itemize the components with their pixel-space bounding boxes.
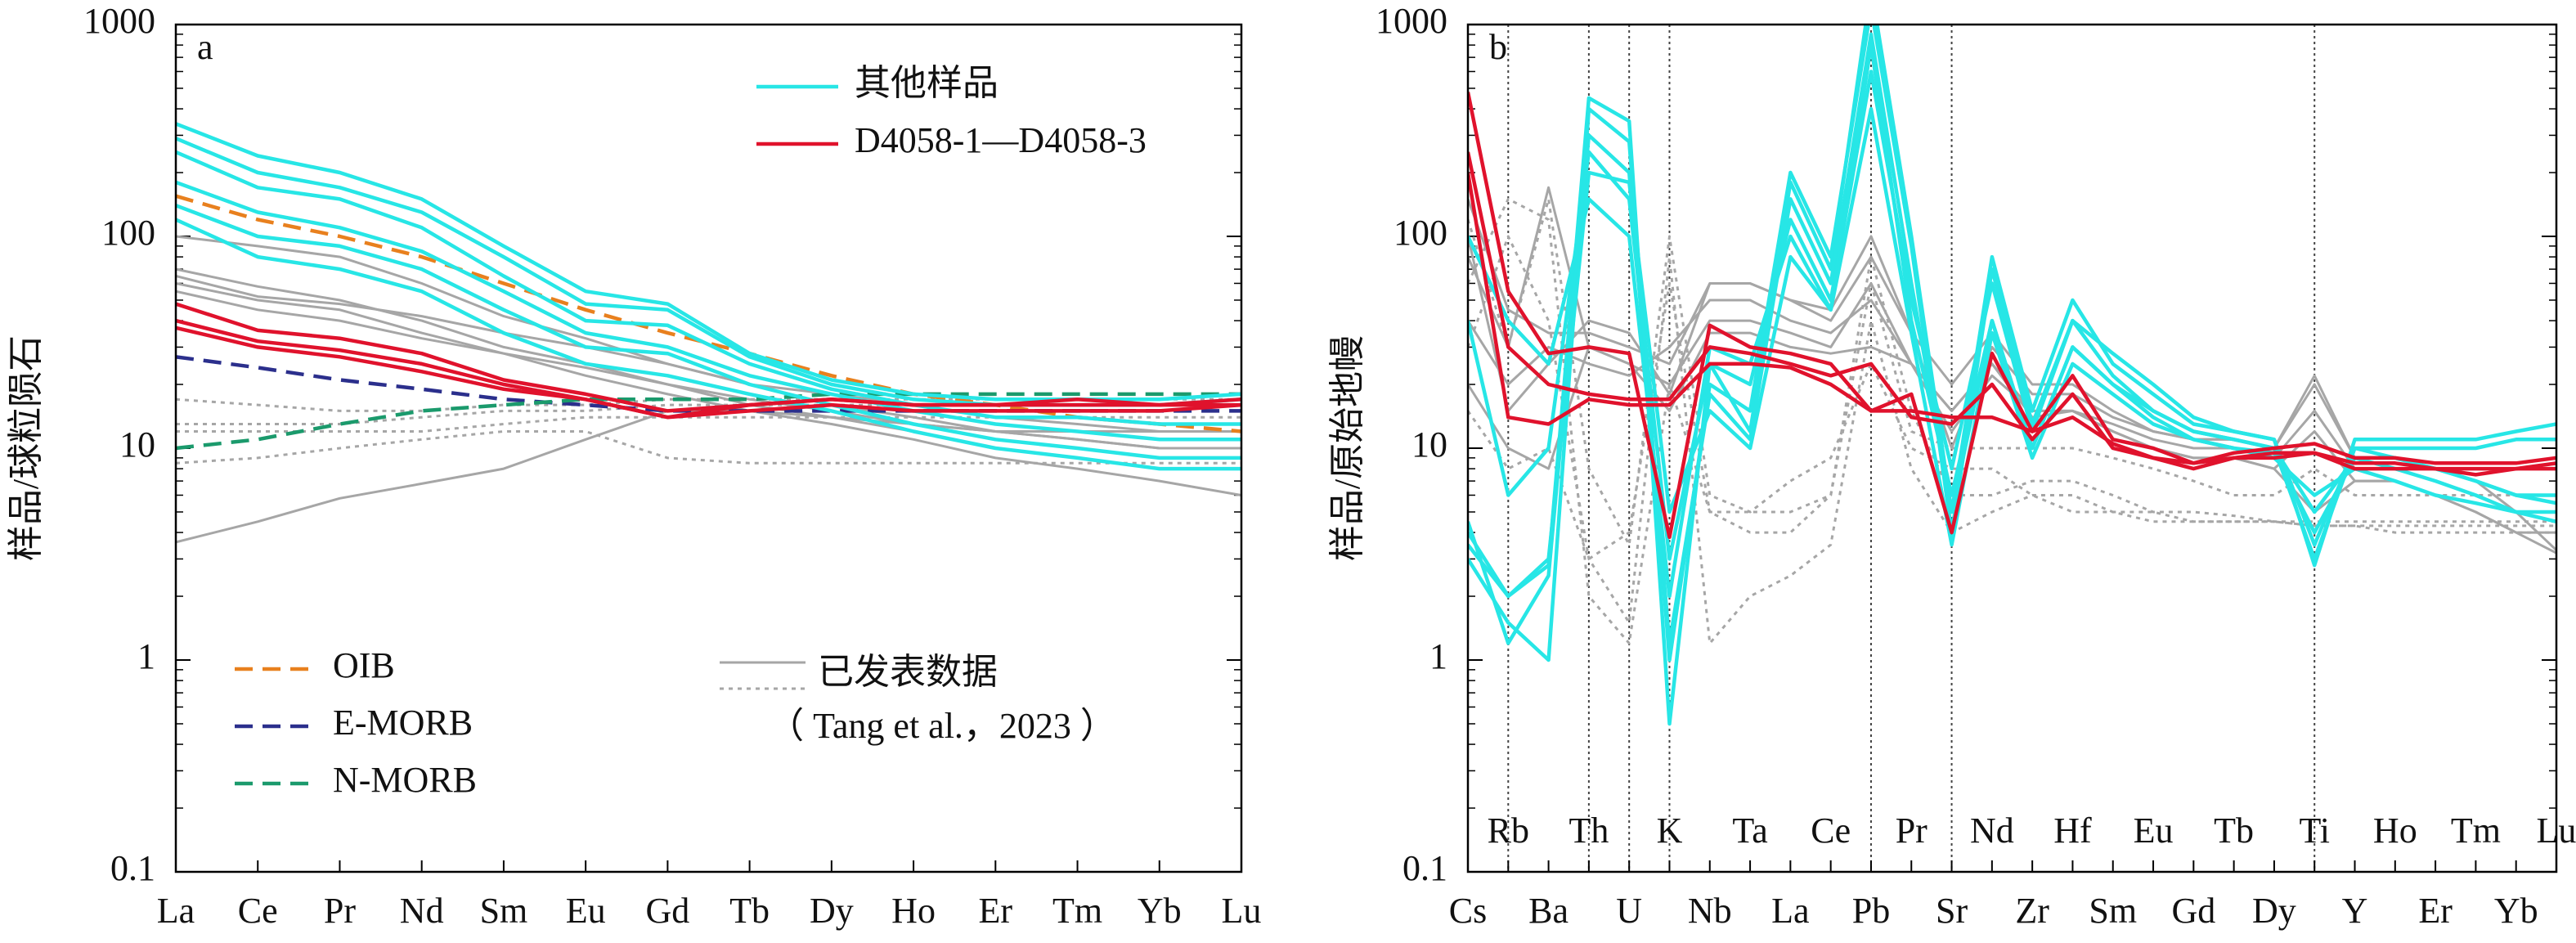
series-line [176, 318, 1241, 420]
series-line [176, 218, 1241, 471]
x-tick-label: Sm [2089, 891, 2137, 931]
x-tick-label: Eu [566, 891, 606, 931]
plot-lines [176, 122, 1241, 544]
series-line [176, 415, 1241, 433]
x-tick-label: Tm [1052, 891, 1102, 931]
y-tick-label: 100 [101, 213, 155, 253]
series-line [176, 326, 1241, 420]
series-line [176, 302, 1241, 413]
x-tick-label: Dy [810, 891, 854, 931]
panel-label: a [197, 27, 213, 67]
series-line [1468, 172, 2556, 477]
series-line [1468, 282, 2556, 560]
y-tick-label: 1000 [1376, 1, 1447, 41]
x-tick-label: Yb [1138, 891, 1182, 931]
y-axis-label: 样品/原始地幔 [1327, 335, 1367, 561]
legend-label: 已发表数据 [818, 652, 998, 692]
x-tick-label: La [157, 891, 195, 931]
legend-label: D4058-1—D4058-3 [855, 120, 1147, 160]
y-axis-label: 样品/球粒陨石 [6, 335, 46, 561]
y-tick-label: 1 [1429, 636, 1447, 676]
x-tick-label: Pb [1852, 891, 1890, 931]
x-tick-label: Ti [2299, 811, 2330, 851]
x-tick-label: Cs [1449, 891, 1487, 931]
x-tick-label: Y [2342, 891, 2368, 931]
y-tick-label: 0.1 [110, 848, 155, 888]
x-tick-label: Pr [324, 891, 356, 931]
series-line [1468, 70, 2556, 561]
x-tick-label: Nd [400, 891, 444, 931]
x-tick-label: Ce [238, 891, 278, 931]
panel-label: b [1489, 27, 1507, 67]
series-line [176, 204, 1241, 460]
x-tick-label: Tm [2451, 811, 2501, 851]
legend-label: 其他样品 [855, 63, 999, 103]
x-tick-label: Zr [2015, 891, 2049, 931]
series-line [176, 282, 1241, 496]
x-tick-label: Pr [1896, 811, 1928, 851]
legend-label: E-MORB [333, 703, 473, 743]
x-tick-label: Sr [1936, 891, 1968, 931]
plot-frame [174, 23, 1243, 873]
y-tick-label: 10 [119, 424, 155, 465]
series-line [176, 150, 1241, 426]
x-tick-label: Ho [2373, 811, 2417, 851]
x-tick-label: Ho [891, 891, 936, 931]
x-tick-label: Rb [1488, 811, 1529, 851]
series-line [176, 194, 1241, 433]
x-tick-label: Gd [2171, 891, 2215, 931]
legend-note: （ Tang et al.，2023 ） [768, 706, 1116, 746]
x-tick-label: Sm [480, 891, 528, 931]
x-tick-label: Hf [2053, 811, 2092, 851]
x-tick-label: Tb [729, 891, 770, 931]
x-tick-label: La [1771, 891, 1809, 931]
x-tick-label: Ce [1811, 811, 1851, 851]
x-tick-label: Ta [1732, 811, 1767, 851]
series-line [1468, 92, 2556, 540]
x-tick-label: Er [979, 891, 1013, 931]
y-tick-label: 0.1 [1402, 848, 1447, 888]
x-tick-label: K [1657, 811, 1683, 851]
x-tick-label: Yb [2494, 891, 2538, 931]
x-tick-label: Tb [2214, 811, 2254, 851]
series-line [176, 180, 1241, 442]
plot-frame [1466, 23, 2558, 873]
x-tick-label: Nb [1688, 891, 1732, 931]
y-tick-label: 1 [137, 636, 155, 676]
series-line [1468, 197, 2556, 644]
series-line [176, 430, 1241, 465]
x-tick-label: Dy [2252, 891, 2296, 931]
series-line [176, 403, 1241, 425]
x-tick-label: Er [2418, 891, 2453, 931]
series-line [1468, 151, 2556, 471]
y-tick-label: 100 [1393, 213, 1447, 253]
x-tick-label: U [1616, 891, 1642, 931]
y-tick-label: 10 [1411, 424, 1447, 465]
series-line [176, 290, 1241, 450]
series-line [176, 275, 1241, 433]
legend-label: OIB [333, 645, 395, 685]
x-tick-label: Eu [2134, 811, 2174, 851]
y-tick-label: 1000 [83, 1, 155, 41]
legend-label: N-MORB [333, 760, 477, 800]
series-line [176, 392, 1241, 451]
series-line [176, 137, 1241, 407]
x-tick-label: Lu [1222, 891, 1262, 931]
x-tick-label: Ba [1528, 891, 1568, 931]
x-tick-label: Gd [645, 891, 689, 931]
x-tick-label: Th [1568, 811, 1609, 851]
x-tick-label: Nd [1970, 811, 2014, 851]
plot-lines [1468, 25, 2556, 726]
